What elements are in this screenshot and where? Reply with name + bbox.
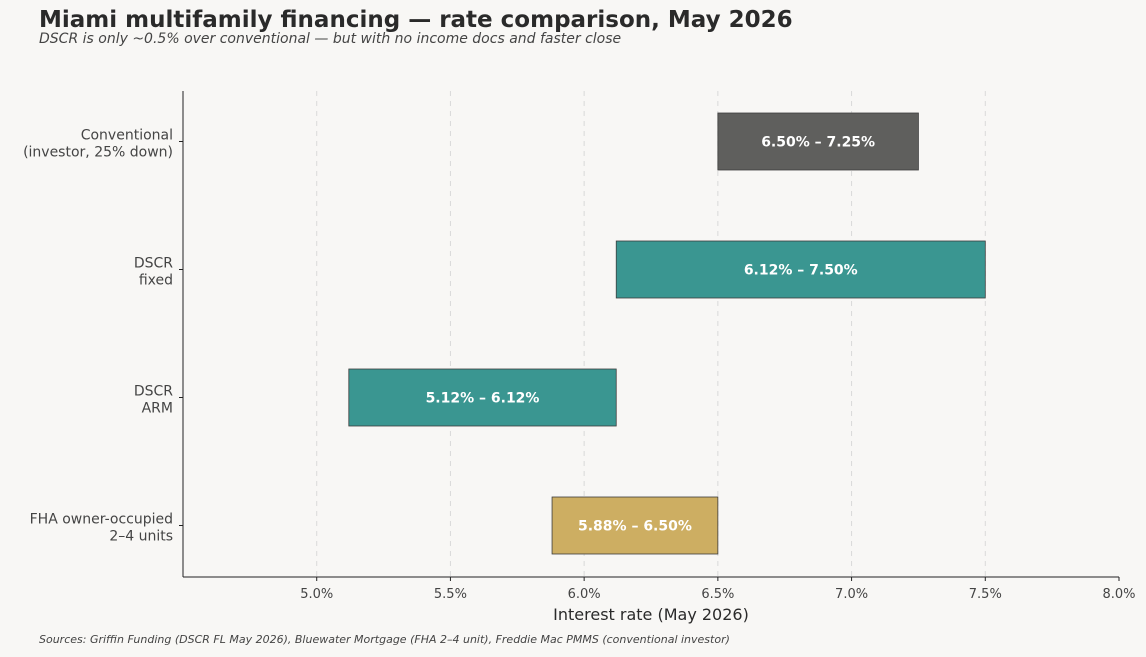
category-label: DSCR ARM bbox=[134, 384, 173, 417]
x-tick-label: 7.5% bbox=[969, 587, 1002, 602]
category-label: Conventional (investor, 25% down) bbox=[23, 128, 173, 161]
range-bar bbox=[551, 496, 719, 555]
x-tick-label: 8.0% bbox=[1102, 587, 1135, 602]
range-bar bbox=[348, 368, 617, 427]
x-tick-label: 6.5% bbox=[701, 587, 734, 602]
range-bar bbox=[615, 240, 986, 299]
x-tick-label: 6.0% bbox=[568, 587, 601, 602]
x-tick-label: 7.0% bbox=[835, 587, 868, 602]
bar-value-label: 5.12% – 6.12% bbox=[426, 391, 540, 407]
chart-subtitle: DSCR is only ~0.5% over conventional — b… bbox=[39, 31, 622, 47]
bar-value-label: 6.50% – 7.25% bbox=[761, 135, 875, 151]
bar-value-label: 5.88% – 6.50% bbox=[578, 519, 692, 535]
bar-value-label: 6.12% – 7.50% bbox=[744, 263, 858, 279]
chart-title: Miami multifamily financing — rate compa… bbox=[39, 7, 793, 33]
x-axis-title: Interest rate (May 2026) bbox=[553, 605, 749, 624]
category-label: FHA owner-occupied 2–4 units bbox=[30, 512, 173, 545]
x-tick-label: 5.5% bbox=[434, 587, 467, 602]
category-label: DSCR fixed bbox=[134, 256, 173, 289]
x-tick-label: 5.0% bbox=[300, 587, 333, 602]
source-note: Sources: Griffin Funding (DSCR FL May 20… bbox=[39, 633, 730, 646]
range-bar bbox=[717, 112, 919, 171]
